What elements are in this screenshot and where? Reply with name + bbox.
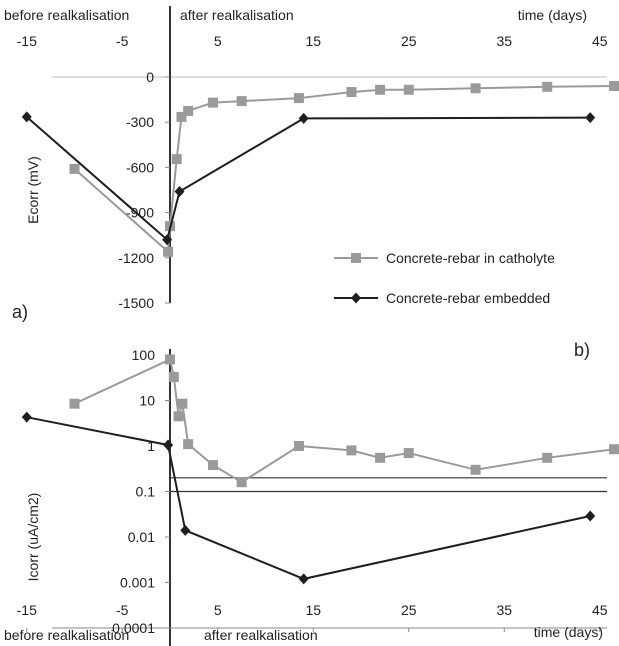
y-tick-label-b: 0.0001 [112,620,155,636]
ecorr-point-catholyte [293,93,304,104]
icorr-point-catholyte [165,354,175,365]
x-tick-label-top: -15 [17,33,37,49]
ecorr-point-embedded [585,112,596,124]
x-tick-label-top: 25 [401,33,417,49]
y-axis-title-a: Ecorr (mV) [25,156,41,224]
x-tick-label-bottom: 25 [401,602,417,618]
icorr-point-catholyte [168,371,179,382]
ecorr-point-embedded [174,186,185,198]
y-tick-label-b: 100 [132,347,156,363]
x-tick-label-bottom: 45 [592,602,608,618]
y-tick-label-b: 0.001 [120,575,155,591]
legend-marker [351,292,361,304]
x-tick-label-bottom: 5 [214,602,222,618]
ecorr-point-catholyte [183,105,194,116]
ecorr-point-catholyte [171,154,182,165]
before-realkalisation-label-bottom: before realkalisation [4,627,129,643]
icorr-point-catholyte [177,398,188,409]
y-tick-label-a: -600 [126,159,154,175]
icorr-point-embedded [298,573,309,585]
icorr-point-embedded [180,524,191,536]
icorr-point-embedded [163,439,174,451]
y-tick-label-b: 10 [139,393,155,409]
y-tick-label-a: 0 [146,69,154,85]
x-tick-label-bottom: 35 [496,602,512,618]
icorr-point-catholyte [375,452,386,463]
x-tick-label-top: 15 [305,33,321,49]
icorr-point-catholyte [346,445,357,456]
icorr-point-catholyte [173,411,184,422]
y-tick-label-b: 0.01 [128,529,155,545]
icorr-point-embedded [21,411,32,423]
ecorr-point-catholyte [470,83,481,94]
ecorr-point-catholyte [346,87,357,98]
icorr-point-catholyte [183,439,194,450]
ecorr-point-catholyte [375,84,386,95]
before-realkalisation-label: before realkalisation [4,7,129,23]
ecorr-series-line-catholyte [73,84,619,254]
ecorr-point-catholyte [163,246,174,257]
y-tick-label-a: -300 [126,114,154,130]
after-realkalisation-label: after realkalisation [180,7,294,23]
ecorr-point-embedded [162,234,173,246]
x-tick-label-bottom: -15 [17,602,37,618]
ecorr-point-catholyte [403,84,414,95]
y-axis-title-b: Icorr (uA/cm2) [25,493,41,582]
legend-marker [351,253,361,263]
icorr-point-catholyte [236,477,247,488]
after-realkalisation-label-bottom: after realkalisation [204,627,318,643]
icorr-point-catholyte [609,444,619,455]
icorr-point-catholyte [403,448,414,459]
panel-label-a: a) [12,302,28,322]
ecorr-series-line-embedded [26,116,591,242]
x-tick-label-bottom: 15 [305,602,321,618]
ecorr-point-catholyte [69,163,80,174]
ecorr-point-catholyte [236,96,247,107]
icorr-point-catholyte [470,464,481,475]
y-tick-label-b: 0.1 [136,484,156,500]
x-tick-label-top: 5 [214,33,222,49]
y-tick-label-a: -1500 [118,295,154,311]
legend-label: Concrete-rebar in catholyte [386,250,555,266]
icorr-point-catholyte [542,452,553,463]
ecorr-point-embedded [298,112,309,124]
x-axis-title-top: time (days) [518,7,587,23]
icorr-point-embedded [585,510,596,522]
x-tick-label-bottom: -5 [116,602,129,618]
x-tick-label-top: 35 [496,33,512,49]
ecorr-point-catholyte [176,111,187,122]
icorr-point-catholyte [69,398,80,409]
x-axis-title-bottom: time (days) [534,624,603,640]
legend-label: Concrete-rebar embedded [386,290,550,306]
y-tick-label-a: -1200 [118,250,154,266]
ecorr-point-embedded [21,111,32,123]
x-tick-label-top: -5 [116,33,129,49]
icorr-series-line-embedded [26,416,591,580]
icorr-series-line-catholyte [74,357,619,484]
panel-label-b: b) [574,340,590,360]
y-tick-label-b: 1 [147,438,155,454]
ecorr-point-catholyte [207,97,218,108]
ecorr-point-catholyte [542,81,553,92]
icorr-point-catholyte [207,460,218,471]
icorr-point-catholyte [293,441,304,451]
x-tick-label-top: 45 [592,33,608,49]
ecorr-point-catholyte [609,81,619,92]
